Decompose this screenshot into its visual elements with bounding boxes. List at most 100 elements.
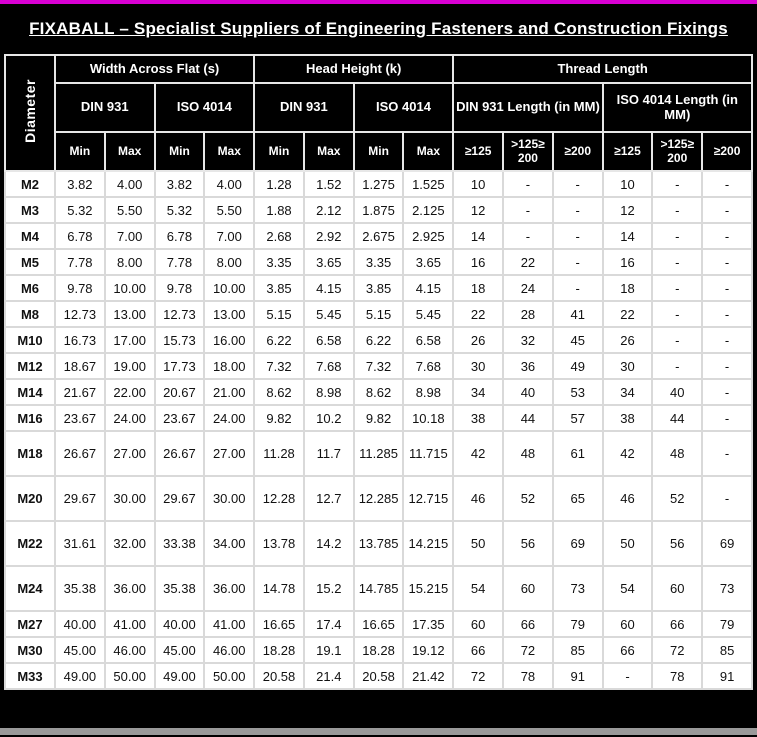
value-cell: 30 [452,352,505,380]
value-cell: 9.82 [253,404,305,432]
value-cell: - [651,274,704,302]
value-cell: 3.65 [302,248,355,276]
diameter-cell: M6 [4,274,56,302]
value-cell: 12.715 [402,475,455,522]
value-cell: 73 [551,565,604,612]
value-cell: 5.50 [103,196,156,224]
value-cell: 18.28 [352,636,405,664]
value-cell: 79 [551,610,604,638]
value-cell: 22 [502,248,554,276]
value-cell: 9.78 [54,274,106,302]
value-cell: - [502,196,554,224]
value-cell: 4.15 [402,274,455,302]
value-cell: - [701,378,753,406]
value-cell: 17.4 [302,610,355,638]
value-cell: 10.2 [302,404,355,432]
value-cell: 6.22 [352,326,405,354]
value-cell: - [701,404,753,432]
value-cell: - [701,170,753,198]
value-cell: 2.68 [253,222,305,250]
table-row: M4 6.78 7.00 6.78 7.00 2.68 2.92 2.675 2.925 14- -… [4,222,753,250]
value-cell: 61 [551,430,604,477]
value-cell: 50.00 [203,662,256,690]
value-cell: 26.67 [153,430,206,477]
value-cell: 22.00 [103,378,156,406]
value-cell: 45.00 [153,636,206,664]
value-cell: 6.78 [54,222,106,250]
header-standard-cell: DIN 931 [253,82,355,133]
value-cell: 66 [452,636,505,664]
diameter-cell: M24 [4,565,56,612]
value-cell: 19.12 [402,636,455,664]
value-cell: 14.2 [302,520,355,567]
value-cell: 3.85 [253,274,305,302]
diameter-cell: M30 [4,636,56,664]
value-cell: 20.67 [153,378,206,406]
value-cell: - [651,300,704,328]
value-cell: - [551,196,604,224]
page-title: FIXABALL – Specialist Suppliers of Engin… [29,19,728,38]
header-subcol-cell: Max [203,131,256,172]
value-cell: 23.67 [54,404,106,432]
value-cell: 15.73 [153,326,206,354]
value-cell: 16.65 [352,610,405,638]
value-cell: 85 [551,636,604,664]
table-header: Diameter Width Across Flat (s) Head Heigh… [4,54,754,172]
value-cell: 44 [651,404,704,432]
value-cell: 12.7 [302,475,355,522]
value-cell: 10.00 [203,274,256,302]
diameter-cell: M5 [4,248,56,276]
value-cell: 9.82 [352,404,405,432]
value-cell: 7.68 [402,352,455,380]
value-cell: 16.65 [253,610,305,638]
value-cell: 40 [502,378,554,406]
value-cell: 42 [452,430,505,477]
value-cell: 34 [601,378,654,406]
value-cell: 11.28 [253,430,305,477]
value-cell: 13.78 [253,520,305,567]
value-cell: 60 [502,565,554,612]
value-cell: 46.00 [103,636,156,664]
header-standard-row: DIN 931 ISO 4014 DIN 931 ISO 4014 DIN 931 Le… [5,82,754,133]
value-cell: 13.785 [352,520,405,567]
diameter-cell: M16 [4,404,56,432]
value-cell: 36.00 [203,565,256,612]
value-cell: 1.52 [302,170,355,198]
value-cell: 1.525 [402,170,455,198]
value-cell: 78 [651,662,704,690]
table-row: M3 5.32 5.50 5.32 5.50 1.88 2.12 1.875 2.125 12- -… [4,196,753,224]
table-row: M6 9.78 10.00 9.78 10.00 3.85 4.15 3.85 4.15 18 24… [4,274,753,302]
diameter-cell: M14 [4,378,56,406]
header-subcol-cell: ≥200 [551,131,604,172]
value-cell: 14 [601,222,654,250]
value-cell: 8.00 [103,248,156,276]
diameter-cell: M8 [4,300,56,328]
value-cell: 1.28 [253,170,305,198]
value-cell: - [701,326,753,354]
value-cell: 2.92 [302,222,355,250]
table-row: M27 40.00 41.00 40.00 41.00 16.65 17.4 16.65 17.… [4,610,753,638]
header-standard-cell: ISO 4014 [153,82,256,133]
value-cell: 10 [452,170,505,198]
value-cell: 91 [551,662,604,690]
value-cell: 41.00 [103,610,156,638]
value-cell: 19.1 [302,636,355,664]
value-cell: - [502,170,554,198]
table-row: M5 7.78 8.00 7.78 8.00 3.35 3.65 3.35 3.65 16 22-1… [4,248,753,276]
header-subcol-cell: Min [153,131,206,172]
header-standard-cell: DIN 931 Length (in MM) [452,82,604,133]
value-cell: 7.68 [302,352,355,380]
value-cell: 45 [551,326,604,354]
value-cell: 34 [452,378,505,406]
table-row: M8 12.73 13.00 12.73 13.00 5.15 5.45 5.15 5.45 22… [4,300,753,328]
value-cell: - [601,662,654,690]
value-cell: 23.67 [153,404,206,432]
value-cell: 79 [701,610,753,638]
value-cell: 7.32 [253,352,305,380]
header-subcol-cell: >125≥ 200 [651,131,704,172]
value-cell: - [701,274,753,302]
value-cell: 29.67 [54,475,106,522]
value-cell: 50 [452,520,505,567]
value-cell: 56 [651,520,704,567]
value-cell: 21.42 [402,662,455,690]
